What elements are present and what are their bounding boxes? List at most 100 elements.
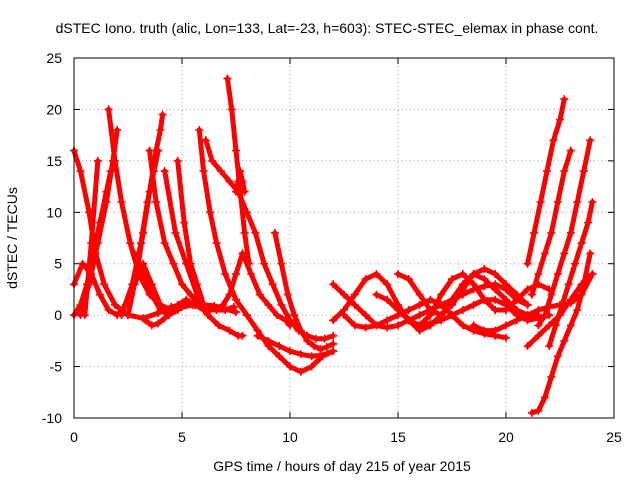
data-point [415, 290, 424, 299]
grid [74, 58, 614, 418]
data-point [534, 306, 543, 314]
data-point [232, 308, 240, 317]
data-point [160, 167, 169, 176]
y-tick-label: 15 [46, 153, 62, 169]
data-point [586, 136, 595, 145]
data-point [534, 321, 543, 330]
data-point [448, 311, 456, 320]
data-point [102, 198, 111, 206]
data-point [512, 306, 521, 314]
data-point [586, 249, 595, 258]
series-trace [272, 230, 336, 352]
data-point [579, 167, 588, 176]
data-point [296, 367, 305, 376]
data-point [564, 280, 573, 289]
data-point [268, 280, 277, 289]
data-point [469, 300, 478, 309]
data-point [76, 167, 85, 176]
data-point [566, 295, 575, 304]
data-point [571, 259, 580, 268]
data-point [458, 321, 467, 330]
data-point [458, 306, 467, 314]
data-point [147, 290, 156, 299]
data-point [560, 95, 569, 104]
data-point [126, 239, 135, 248]
x-axis-label: GPS time / hours of day 215 of year 2015 [213, 458, 471, 474]
data-point [553, 198, 562, 206]
data-point [549, 136, 558, 145]
data-point [111, 156, 119, 165]
data-point [566, 228, 575, 237]
data-point [156, 306, 165, 314]
data-series [160, 167, 247, 340]
data-series [415, 270, 554, 330]
data-series [232, 167, 249, 196]
data-point [426, 319, 435, 328]
data-point [491, 306, 500, 314]
data-series [523, 95, 569, 268]
data-point [523, 342, 532, 350]
data-point [277, 259, 286, 268]
data-point [394, 270, 402, 278]
data-point [286, 347, 294, 356]
data-point [543, 167, 551, 176]
data-point [350, 321, 359, 330]
data-point [318, 351, 327, 360]
x-tick-label: 10 [282, 429, 298, 445]
data-point [415, 300, 424, 309]
data-point [270, 228, 279, 237]
data-point [573, 198, 582, 206]
data-point [283, 290, 292, 299]
data-series [534, 136, 595, 330]
data-series [201, 136, 338, 343]
data-point [329, 280, 338, 289]
data-point [534, 331, 543, 340]
data-series [545, 198, 597, 350]
data-point [491, 270, 500, 278]
data-point [232, 187, 240, 196]
data-series [527, 146, 575, 299]
y-tick-label: -10 [42, 410, 62, 426]
data-point [87, 239, 96, 248]
data-point [502, 306, 510, 314]
data-point [311, 334, 320, 343]
data-point [480, 264, 489, 273]
data-point [251, 228, 260, 237]
data-point [225, 326, 234, 335]
data-point [242, 311, 251, 320]
data-point [502, 333, 510, 342]
data-point [247, 270, 256, 278]
data-point [579, 280, 588, 289]
data-point [383, 280, 392, 289]
data-point [277, 300, 286, 309]
data-point [404, 306, 413, 314]
data-point [458, 285, 467, 294]
data-point [350, 290, 359, 299]
chart-title: dSTEC Iono. truth (alic, Lon=133, Lat=-2… [56, 20, 599, 36]
data-point [560, 336, 569, 345]
data-point [229, 302, 238, 311]
data-point [180, 218, 189, 227]
data-point [540, 311, 549, 320]
data-point [415, 311, 424, 320]
data-point [491, 285, 500, 294]
y-axis-label: dSTEC / TECUs [4, 187, 20, 289]
data-point [340, 290, 348, 299]
data-point [329, 339, 338, 348]
data-point [143, 198, 152, 206]
data-point [223, 74, 232, 83]
data-point [426, 311, 435, 320]
data-point [111, 300, 119, 309]
data-point [260, 259, 269, 268]
data-point [491, 326, 500, 335]
data-point [512, 295, 521, 304]
series-trace [529, 250, 593, 416]
data-point [480, 295, 489, 304]
data-point [113, 126, 122, 134]
data-point [219, 300, 227, 309]
data-point [169, 306, 178, 314]
data-point [275, 342, 284, 350]
data-point [152, 198, 161, 206]
data-point [448, 275, 456, 284]
